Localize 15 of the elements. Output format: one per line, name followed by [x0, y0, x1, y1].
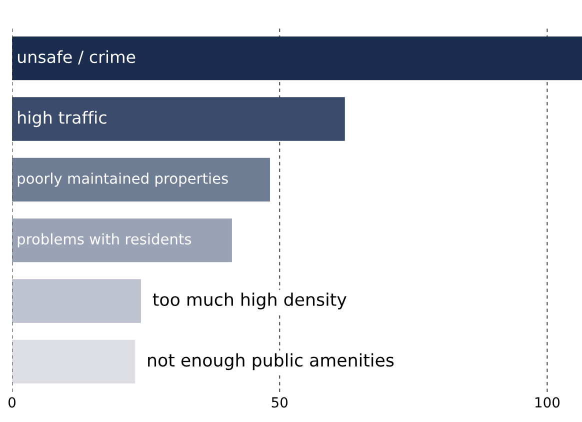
- x-tick-label: 100: [535, 397, 560, 408]
- x-tick-label: 0: [8, 397, 16, 408]
- y-tick-label: problems with residents: [18, 233, 192, 248]
- y-tick-label: unsafe / crime: [18, 50, 136, 64]
- bar: [12, 340, 136, 384]
- y-tick-label: poorly maintained properties: [18, 172, 228, 187]
- bar: [12, 218, 232, 262]
- bar: [12, 158, 270, 202]
- y-tick-label: high traffic: [18, 110, 106, 128]
- y-tick-label: not enough public amenities: [148, 353, 394, 370]
- x-tick-label: 50: [272, 397, 288, 408]
- bar: [12, 279, 141, 323]
- bar: [12, 97, 345, 141]
- bar: [12, 36, 582, 80]
- y-tick-label: too much high density: [152, 292, 346, 310]
